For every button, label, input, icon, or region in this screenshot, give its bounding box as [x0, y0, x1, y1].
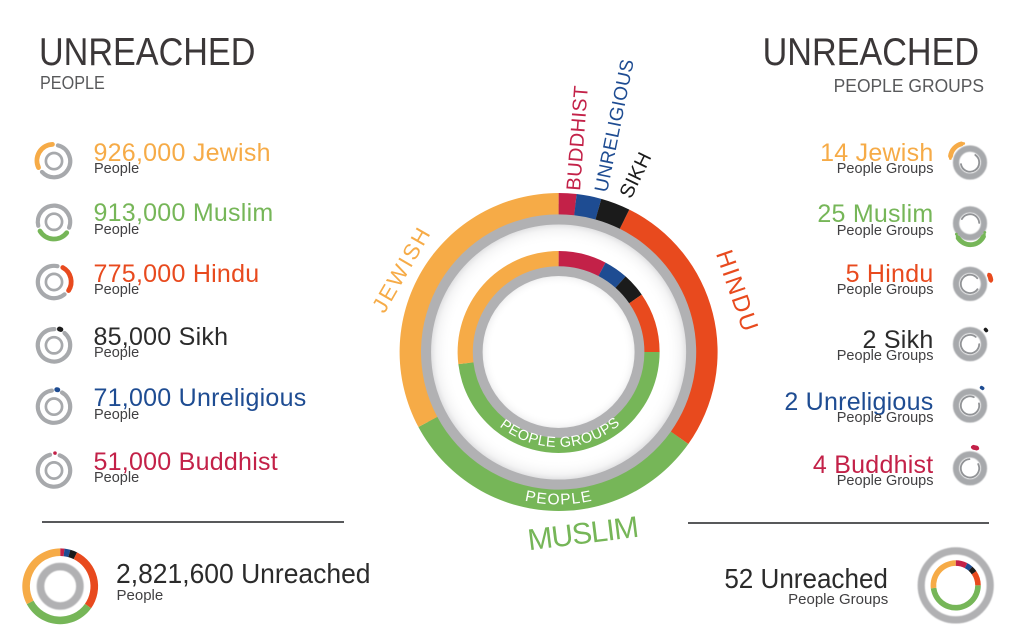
- svg-text:BUDDHIST: BUDDHIST: [563, 85, 593, 192]
- svg-text:PEOPLE: PEOPLE: [524, 488, 594, 509]
- svg-text:MUSLIM: MUSLIM: [526, 511, 640, 557]
- svg-text:HINDU: HINDU: [710, 247, 764, 337]
- svg-text:SIKH: SIKH: [616, 149, 657, 202]
